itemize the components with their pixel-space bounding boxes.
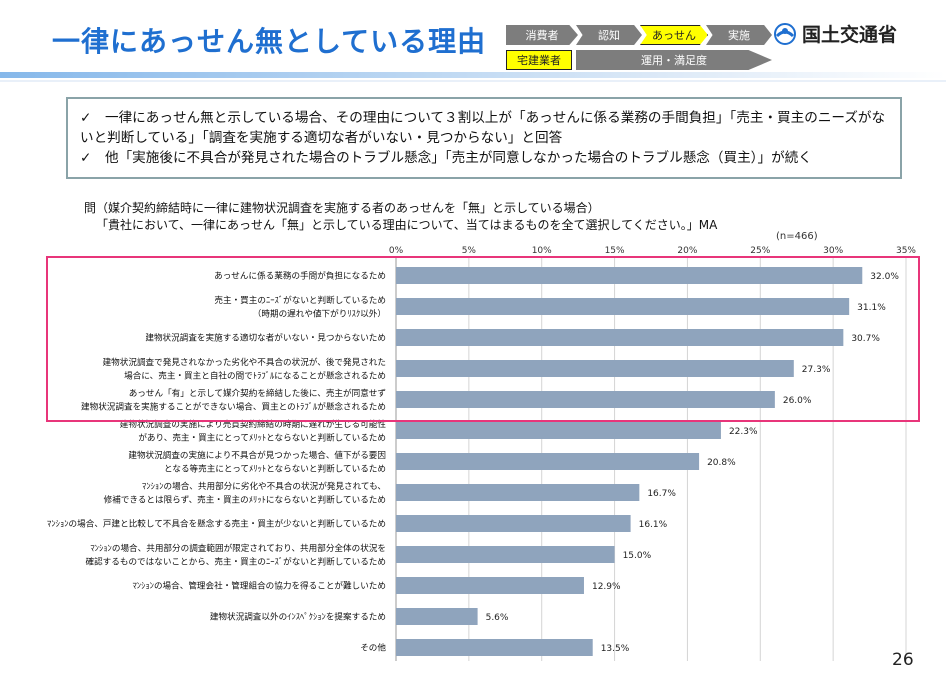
value-label: 15.0% <box>623 551 652 561</box>
value-label: 16.7% <box>647 489 676 499</box>
value-label: 22.3% <box>729 427 758 437</box>
category-label: 確認するものではないことから、売主・買主のﾆｰｽﾞがないと判断しているため <box>85 555 386 567</box>
bar-chart: 0% 5% 10% 15% 20% 25% 30% 35% 32.0% あっせんに係る業務の手間が… <box>47 246 916 661</box>
bar <box>396 546 615 563</box>
bar <box>396 608 478 625</box>
bar <box>396 577 584 594</box>
value-label: 32.0% <box>870 272 899 282</box>
category-label: があり、売主・買主にとってﾒﾘｯﾄとならないと判断しているため <box>138 431 386 443</box>
question-line-1: 問（媒介契約締結時に一律に建物状況調査を実施する者のあっせんを「無」と示している… <box>84 201 600 215</box>
flow-step-broker: 宅建業者 <box>506 50 572 70</box>
value-label: 5.6% <box>486 613 509 623</box>
category-label: 建物状況調査で発見されなかった劣化や不具合の状況が、後で発見された <box>103 356 386 368</box>
category-label: 建物状況調査の実施により売買契約締結の時期に遅れが生じる可能性 <box>120 418 387 430</box>
summary-box: ✓ 一律にあっせん無と示している場合、その理由について３割以上が「あっせんに係る… <box>66 97 902 179</box>
bar <box>396 515 631 532</box>
bar <box>396 484 640 501</box>
bar <box>396 391 775 408</box>
category-label: 建物状況調査の実施により不具合が見つかった場合、値下がる要因 <box>128 449 386 461</box>
page-number: 26 <box>892 650 914 670</box>
bar <box>396 422 721 439</box>
sample-size-label: (n=466) <box>776 231 818 242</box>
category-label: ﾏﾝｼｮﾝの場合、戸建と比較して不具合を懸念する売主・買主が少ないと判断している… <box>47 518 386 530</box>
x-tick-label: 5% <box>462 246 477 256</box>
category-label: ﾏﾝｼｮﾝの場合、共用部分に劣化や不具合の状況が発見されても、 <box>142 480 386 492</box>
x-tick-label: 15% <box>605 246 625 256</box>
category-label: 場合に、売主・買主と自社の間でﾄﾗﾌﾞﾙになることが懸念されるため <box>124 369 386 381</box>
header-divider-light <box>0 80 946 82</box>
survey-question: 問（媒介契約締結時に一律に建物状況調査を実施する者のあっせんを「無」と示している… <box>84 200 717 234</box>
x-tick-label: 10% <box>532 246 552 256</box>
flow-step-consumer: 消費者 <box>506 25 578 45</box>
x-tick-label: 35% <box>896 246 916 256</box>
page-title: 一律にあっせん無としている理由 <box>52 25 487 58</box>
x-tick-label: 0% <box>389 246 404 256</box>
category-label: ﾏﾝｼｮﾝの場合、共用部分の調査範囲が限定されており、共用部分全体の状況を <box>90 542 386 554</box>
category-label: 修補できるとは限らず、売主・買主のﾒﾘｯﾄにならないと判断しているため <box>104 493 386 505</box>
category-label: あっせんに係る業務の手間が負担になるため <box>214 270 386 282</box>
summary-point-2: ✓ 他「実施後に不具合が発見された場合のトラブル懸念」「売主が同意しなかった場合… <box>80 150 812 166</box>
bar <box>396 639 593 656</box>
category-label: （時期の遅れや値下がりﾘｽｸ以外） <box>253 307 386 319</box>
x-tick-label: 20% <box>677 246 697 256</box>
value-label: 27.3% <box>802 365 831 375</box>
flow-step-implementation: 実施 <box>706 25 772 45</box>
category-label: 建物状況調査を実施することができない場合、買主とのﾄﾗﾌﾞﾙが懸念されるため <box>81 400 386 412</box>
header-divider <box>0 72 946 78</box>
mlit-logo: 国土交通省 <box>774 20 897 47</box>
category-label: ﾏﾝｼｮﾝの場合、管理会社・管理組合の協力を得ることが難しいため <box>132 580 386 592</box>
category-label: 建物状況調査以外のｲﾝｽﾍﾟｸｼｮﾝを提案するため <box>210 611 386 623</box>
flow-step-operation: 運用・満足度 <box>576 50 772 70</box>
bar <box>396 360 794 377</box>
category-label: あっせん「有」と示して媒介契約を締結した後に、売主が同意せず <box>129 387 386 399</box>
summary-point-1: ✓ 一律にあっせん無と示している場合、その理由について３割以上が「あっせんに係る… <box>80 110 886 146</box>
value-label: 20.8% <box>707 458 736 468</box>
category-label: 建物状況調査を実施する適切な者がいない・見つからないため <box>145 332 386 344</box>
bar <box>396 453 700 470</box>
value-label: 12.9% <box>592 582 621 592</box>
value-label: 16.1% <box>639 520 668 530</box>
x-tick-label: 25% <box>750 246 770 256</box>
bar <box>396 329 844 346</box>
category-label: その他 <box>360 642 386 654</box>
mlit-emblem-icon <box>774 22 796 45</box>
logo-text: 国土交通省 <box>802 24 898 46</box>
bar <box>396 267 863 284</box>
bar <box>396 298 850 315</box>
flow-step-mediation: あっせん <box>640 25 708 45</box>
category-label: 売主・買主のﾆｰｽﾞがないと判断しているため <box>214 294 386 306</box>
value-label: 26.0% <box>783 396 812 406</box>
flow-step-cognition: 認知 <box>576 25 642 45</box>
category-label: となる等売主にとってﾒﾘｯﾄとならないと判断しているため <box>164 462 386 474</box>
question-line-2: 「貴社において、一律にあっせん「無」と示している理由について、当てはまるものを全… <box>96 218 718 232</box>
value-label: 31.1% <box>857 303 886 313</box>
value-label: 13.5% <box>601 644 630 654</box>
value-label: 30.7% <box>851 334 880 344</box>
x-tick-label: 30% <box>823 246 843 256</box>
